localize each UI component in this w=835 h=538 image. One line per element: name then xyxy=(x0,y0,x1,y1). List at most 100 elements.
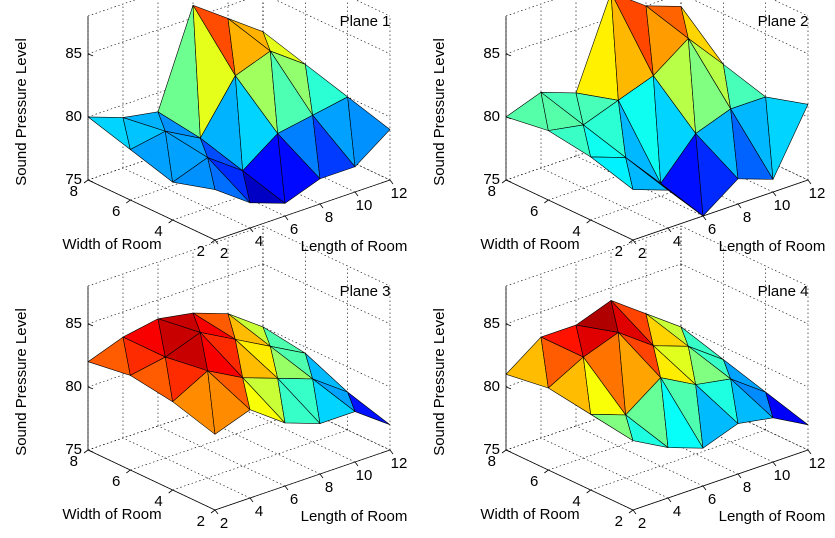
y-tick xyxy=(168,219,173,224)
y-axis xyxy=(505,449,634,511)
z-tick xyxy=(87,386,94,390)
surface-face xyxy=(660,183,704,217)
x-tick-label: 4 xyxy=(673,233,681,250)
grid-line xyxy=(505,0,664,55)
grid-line xyxy=(172,429,348,491)
grid-line xyxy=(680,119,809,181)
y-axis-label: Width of Room xyxy=(480,236,579,253)
y-tick xyxy=(126,199,131,204)
y-tick xyxy=(501,449,507,454)
grid-line xyxy=(505,263,682,325)
grid-line xyxy=(575,425,704,487)
z-tick-label: 80 xyxy=(65,108,82,125)
z-tick-label: 85 xyxy=(65,45,82,62)
x-tick-label: 6 xyxy=(708,491,716,508)
x-tick-label: 10 xyxy=(774,467,791,484)
y-tick-label: 8 xyxy=(70,453,78,470)
x-tick xyxy=(214,239,219,245)
x-tick xyxy=(389,179,394,185)
x-tick-label: 12 xyxy=(809,185,826,202)
grid-line xyxy=(540,437,669,499)
y-tick xyxy=(210,509,216,514)
x-tick-label: 6 xyxy=(708,221,716,238)
z-tick xyxy=(87,323,94,327)
x-tick-label: 2 xyxy=(220,245,228,262)
y-tick-label: 2 xyxy=(197,513,205,530)
x-tick xyxy=(389,449,394,455)
z-tick xyxy=(505,386,512,390)
x-tick xyxy=(319,473,324,479)
surface-face xyxy=(347,96,391,168)
grid-line xyxy=(87,263,264,325)
surface-face xyxy=(730,378,774,424)
z-axis-label: Sound Pressure Level xyxy=(13,308,30,456)
grid-line xyxy=(87,0,246,55)
x-tick xyxy=(702,485,707,491)
z-tick-label: 85 xyxy=(65,315,82,332)
grid-line xyxy=(122,437,251,499)
z-tick-label: 80 xyxy=(65,378,82,395)
y-tick xyxy=(83,449,89,454)
x-tick-label: 4 xyxy=(255,503,263,520)
grid-line xyxy=(262,56,391,118)
grid-line xyxy=(680,326,809,388)
panel-title: Plane 1 xyxy=(340,13,391,30)
surface-face xyxy=(242,170,286,204)
y-tick xyxy=(586,219,591,224)
x-tick xyxy=(702,215,707,221)
surface-face xyxy=(695,133,739,217)
grid-line xyxy=(122,167,251,229)
y-tick xyxy=(544,469,549,474)
x-tick xyxy=(354,461,359,467)
box-edge xyxy=(87,0,136,17)
surface-face xyxy=(765,391,809,426)
box-edge xyxy=(87,225,264,287)
y-axis-label: Width of Room xyxy=(480,506,579,523)
grid-line xyxy=(680,389,809,451)
y-tick xyxy=(501,179,507,184)
x-axis xyxy=(214,179,391,241)
x-tick xyxy=(737,203,742,209)
x-tick xyxy=(807,179,812,185)
x-tick-label: 2 xyxy=(220,515,228,532)
y-tick xyxy=(83,179,89,184)
grid-line xyxy=(262,263,391,325)
surface-face xyxy=(207,370,251,435)
y-tick-label: 6 xyxy=(530,203,538,220)
x-tick xyxy=(737,473,742,479)
y-tick-label: 6 xyxy=(112,473,120,490)
box-edge xyxy=(680,225,809,287)
x-axis xyxy=(214,449,391,511)
surface-face xyxy=(277,378,321,424)
y-tick-label: 4 xyxy=(572,493,580,510)
x-tick-label: 2 xyxy=(638,515,646,532)
y-tick xyxy=(126,469,131,474)
y-tick xyxy=(628,509,634,514)
y-tick xyxy=(544,199,549,204)
grid-line xyxy=(575,155,704,217)
z-axis-label: Sound Pressure Level xyxy=(431,308,448,456)
grid-line xyxy=(680,263,809,325)
x-tick xyxy=(807,449,812,455)
x-tick-label: 12 xyxy=(809,455,826,472)
y-axis-label: Width of Room xyxy=(62,506,161,523)
grid-line xyxy=(262,119,391,181)
grid-line xyxy=(590,429,766,491)
y-tick xyxy=(586,489,591,494)
y-axis xyxy=(505,179,634,241)
z-axis-label: Sound Pressure Level xyxy=(13,38,30,186)
x-tick-label: 6 xyxy=(290,221,298,238)
grid-line xyxy=(157,425,286,487)
y-tick-label: 6 xyxy=(112,203,120,220)
x-tick xyxy=(214,509,219,515)
x-axis-label: Length of Room xyxy=(719,238,826,255)
z-tick xyxy=(505,53,512,57)
x-tick-label: 4 xyxy=(255,233,263,250)
grid-line xyxy=(275,0,391,55)
surface-face xyxy=(277,133,321,204)
y-tick-label: 8 xyxy=(488,453,496,470)
surface-face xyxy=(730,108,774,180)
